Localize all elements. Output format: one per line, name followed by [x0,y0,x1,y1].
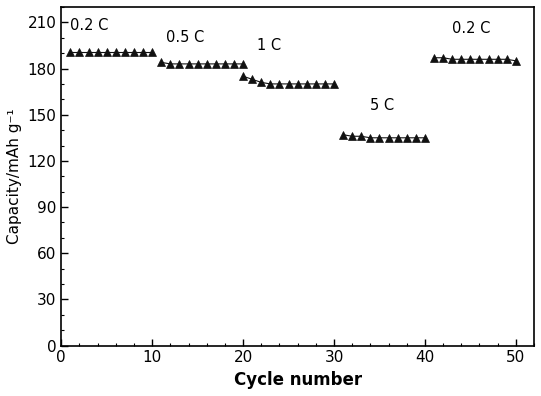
Text: 0.5 C: 0.5 C [166,30,204,46]
Text: 0.2 C: 0.2 C [452,21,491,36]
Text: 0.2 C: 0.2 C [70,18,109,33]
Text: 1 C: 1 C [257,38,281,53]
X-axis label: Cycle number: Cycle number [234,371,362,389]
Text: 5 C: 5 C [371,98,394,113]
Y-axis label: Capacity/mAh g⁻¹: Capacity/mAh g⁻¹ [7,109,22,244]
